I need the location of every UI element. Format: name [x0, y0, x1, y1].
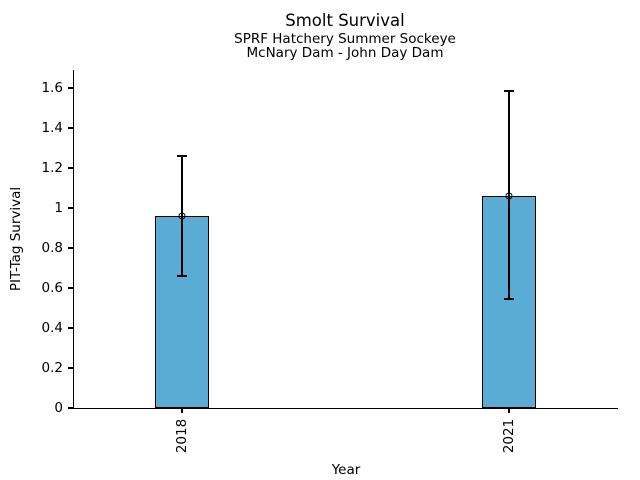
chart-title: Smolt Survival	[285, 11, 405, 30]
y-tick-label: 0.8	[41, 240, 63, 256]
error-bar-cap-top	[176, 155, 187, 157]
mean-marker	[178, 212, 186, 220]
chart-subtitle-line2: McNary Dam - John Day Dam	[246, 45, 444, 61]
y-tick-label: 0.2	[41, 360, 63, 376]
y-tick-label: 1.4	[41, 120, 63, 136]
y-tick-mark	[68, 327, 73, 329]
y-tick-mark	[68, 367, 73, 369]
y-tick-label: 1.2	[41, 160, 63, 176]
y-tick-mark	[68, 167, 73, 169]
y-tick-mark	[68, 87, 73, 89]
y-tick-label: 0.6	[41, 280, 63, 296]
x-tick-mark	[508, 409, 510, 413]
y-tick-mark	[68, 247, 73, 249]
y-tick-label: 0.4	[41, 320, 63, 336]
y-tick-label: 1.6	[41, 80, 63, 96]
y-tick-mark	[68, 127, 73, 129]
y-tick-label: 0	[54, 400, 63, 416]
x-tick-label: 2018	[173, 418, 190, 454]
x-tick-mark	[181, 409, 183, 413]
y-tick-mark	[68, 287, 73, 289]
error-bar-cap-bottom	[503, 298, 514, 300]
y-tick-mark	[68, 407, 73, 409]
mean-marker	[505, 192, 513, 200]
y-tick-label: 1	[54, 200, 63, 216]
chart-subtitle-line1: SPRF Hatchery Summer Sockeye	[234, 31, 456, 47]
error-bar-cap-bottom	[176, 275, 187, 277]
error-bar-cap-top	[503, 90, 514, 92]
y-tick-mark	[68, 207, 73, 209]
x-tick-label: 2021	[500, 418, 517, 454]
plot-area: PIT-Tag Survival Year 0 0.2 0.4 0.6 0.8 1 1.2 1…	[8, 70, 618, 478]
x-axis-label: Year	[331, 462, 361, 478]
